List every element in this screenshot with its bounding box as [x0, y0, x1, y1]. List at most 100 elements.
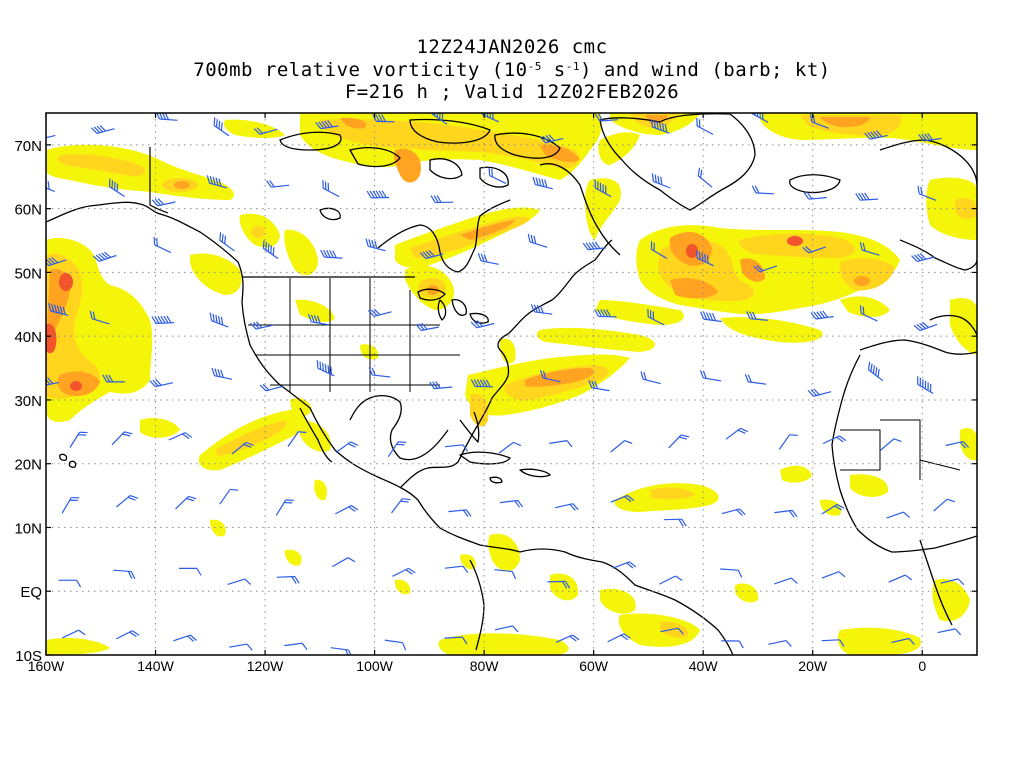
wind-barb — [937, 628, 962, 636]
wind-barb — [650, 119, 670, 134]
vorticity-region — [58, 154, 146, 177]
wind-barb — [315, 120, 339, 130]
vorticity-region — [394, 579, 411, 595]
wind-barb — [610, 440, 633, 453]
title-line-2-pre: 700mb relative vorticity (10 — [193, 59, 528, 81]
wind-barb — [175, 495, 197, 510]
wind-barb — [108, 178, 125, 198]
wind-barb — [498, 441, 522, 454]
axis-ticks — [45, 113, 977, 656]
wind-barb — [588, 380, 610, 392]
lon-label: 40W — [689, 658, 719, 674]
vorticity-region — [550, 573, 579, 601]
island — [349, 147, 401, 168]
wind-barb — [699, 370, 722, 382]
wind-barb — [720, 568, 743, 578]
wind-barb — [888, 574, 913, 583]
vorticity-region — [314, 479, 327, 501]
vorticity-region — [174, 181, 190, 189]
vorticity-region — [950, 298, 977, 355]
wind-barb — [933, 498, 956, 512]
vorticity-region — [960, 428, 977, 461]
wind-barb — [721, 640, 744, 649]
wind-barb — [651, 173, 671, 189]
lon-label: 60W — [579, 658, 609, 674]
lat-label: 50N — [14, 265, 42, 282]
wind-barb — [153, 236, 172, 254]
border — [248, 278, 460, 392]
island — [68, 460, 77, 468]
wind-barb — [549, 440, 573, 448]
wind-barb — [555, 634, 580, 643]
wind-barb — [102, 374, 125, 383]
wind-barb — [751, 113, 769, 123]
wind-barb — [69, 431, 88, 448]
wind-barb — [262, 240, 279, 260]
wind-barb — [178, 567, 202, 576]
wind-barb — [365, 238, 386, 252]
wind-barb — [886, 511, 910, 519]
wind-barb — [647, 308, 665, 326]
wind-barb — [918, 132, 942, 142]
vorticity-region — [284, 229, 318, 276]
vorticity-region — [585, 178, 621, 240]
lon-label: 80W — [470, 658, 500, 674]
lat-label: 60N — [14, 202, 42, 219]
wind-barb — [807, 388, 832, 397]
wind-barb — [253, 127, 278, 135]
vorticity-region — [600, 588, 636, 614]
vorticity-region — [780, 465, 812, 483]
wind-barb — [612, 561, 637, 569]
wind-barb — [774, 509, 798, 518]
island — [519, 468, 551, 478]
vorticity-region — [670, 278, 718, 299]
lat-label: EQ — [20, 584, 42, 601]
vorticity-region — [284, 549, 302, 566]
vorticity-region — [740, 258, 765, 282]
wind-barb — [384, 639, 407, 651]
wind-barb — [659, 575, 683, 585]
coastline — [377, 199, 511, 273]
wind-barb — [945, 440, 970, 449]
wind-barb — [368, 367, 391, 378]
wind-barb — [594, 113, 618, 122]
wind-barb — [911, 253, 935, 263]
title-line-3: F=216 h ; Valid 12Z02FEB2026 — [344, 81, 680, 103]
island — [429, 158, 463, 180]
wind-barb — [151, 315, 175, 324]
lat-label: 40N — [14, 329, 42, 346]
vorticity-region — [525, 368, 595, 387]
vorticity-region — [536, 327, 655, 352]
wind-barb — [58, 579, 82, 588]
vorticity-region — [839, 258, 895, 291]
wind-barb — [527, 233, 548, 248]
vorticity-region — [320, 119, 580, 169]
vorticity-region — [837, 627, 921, 655]
vorticity-region — [598, 132, 640, 165]
vorticity-region — [190, 253, 242, 295]
wind-barb — [387, 441, 407, 458]
wind-barb — [821, 503, 845, 515]
vorticity-region — [70, 381, 82, 391]
wind-barb — [116, 630, 140, 640]
wind-barb — [774, 577, 798, 585]
wind-barb — [89, 310, 110, 325]
vorticity-region — [854, 276, 870, 286]
vorticity-region — [595, 300, 684, 325]
wind-barb — [430, 195, 454, 204]
wind-barb — [250, 321, 274, 330]
wind-barb — [494, 569, 517, 580]
wind-barb — [810, 310, 834, 320]
wind-barb — [213, 117, 230, 137]
lon-label: 100W — [356, 658, 393, 674]
title-line-1: 12Z24JAN2026 cmc — [416, 36, 608, 58]
wind-barb — [335, 505, 359, 515]
wind-barb — [725, 427, 749, 440]
wind-barb — [284, 642, 308, 650]
lat-label: 30N — [14, 393, 42, 410]
vorticity-region — [438, 633, 569, 655]
title-line-2-mid: s — [541, 59, 566, 81]
lat-label: 20N — [14, 457, 42, 474]
wind-barb — [419, 250, 444, 260]
